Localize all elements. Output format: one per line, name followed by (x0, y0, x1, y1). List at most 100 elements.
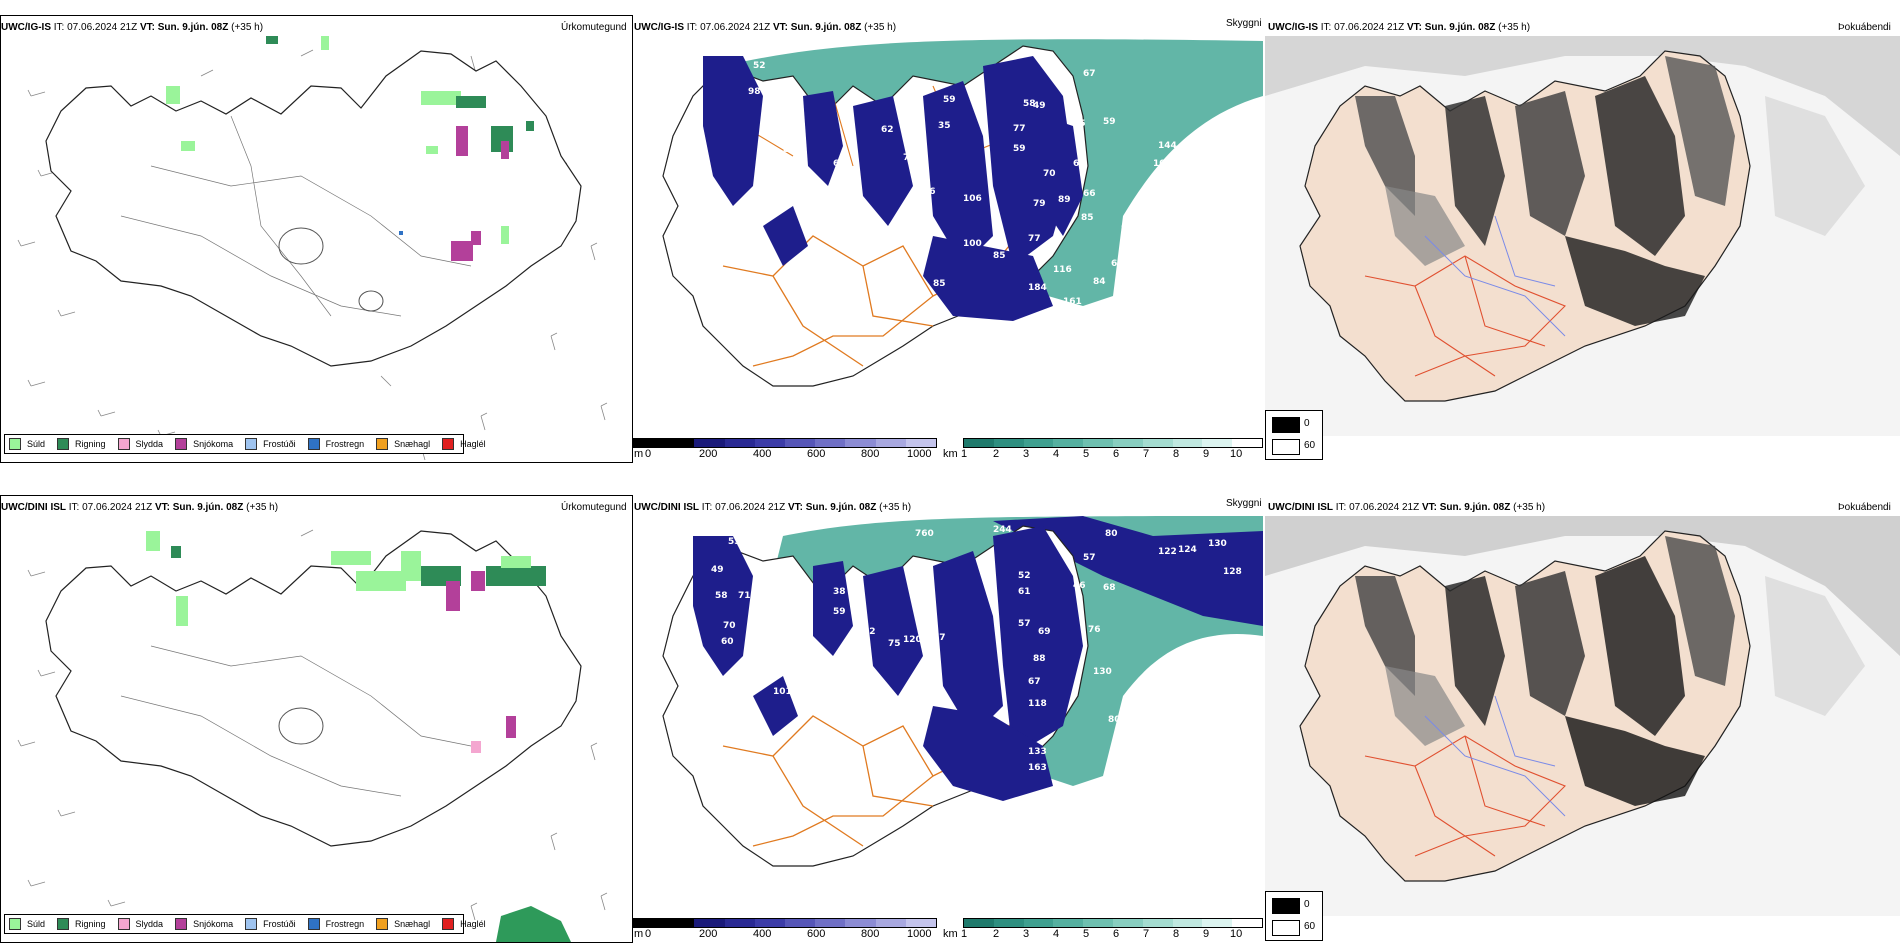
vis-value: 106 (963, 194, 982, 204)
valid-time-label: VT: (154, 502, 170, 513)
valid-time: Sun. 9.jún. 08Z (1424, 22, 1496, 33)
vis-value: 130 (1208, 539, 1227, 549)
vis-value: 118 (1028, 699, 1047, 709)
init-time: IT: 07.06.2024 21Z (1320, 22, 1405, 33)
vis-value: 84 (1093, 277, 1106, 287)
vis-value: 85 (1073, 119, 1086, 129)
vis-value: 124 (1178, 545, 1197, 555)
vis-value: 76 (1121, 225, 1134, 235)
vis-value: 80 (1105, 529, 1118, 539)
vis-value: 35 (938, 121, 951, 131)
run-info-header: UWC/IG-IS IT: 07.06.2024 21Z VT: Sun. 9.… (1, 22, 263, 33)
vis-value: 62 (863, 627, 876, 637)
visibility-map: 52 98 61 45 87 55 109 64 62 71 96 125 59… (662, 39, 1263, 387)
lead-time: (+35 h) (246, 502, 279, 513)
vis-value: 69 (1038, 627, 1051, 637)
legend-item-frostregn: Frostregn (307, 918, 364, 930)
visibility-map: 53 49 58 71 70 60 57 101 151 38 59 62 75… (662, 516, 1263, 867)
vis-value: 60 (721, 637, 734, 647)
ceiling-colorbar: m 0 200 400 600 800 1000 (633, 438, 943, 462)
panel-title: Skyggni (1226, 498, 1262, 509)
vis-value: 75 (888, 639, 901, 649)
vis-value: 133 (1028, 747, 1047, 757)
vis-value: 49 (1033, 101, 1046, 111)
vis-value: 55 (773, 175, 786, 185)
vis-value: 70 (723, 621, 736, 631)
legend-item-sudd: Súld (9, 918, 45, 930)
init-time: IT: 07.06.2024 21Z (68, 502, 153, 513)
vis-value: 101 (1153, 159, 1172, 169)
vis-value: 57 (733, 681, 746, 691)
visibility-colorbar: km 1 2 3 4 5 6 7 8 9 10 (943, 438, 1265, 462)
vis-value: 59 (1103, 117, 1116, 127)
legend-item-sudd: Súld (9, 438, 45, 450)
vis-value: 70 (1043, 169, 1056, 179)
valid-time-label: VT: (1406, 22, 1422, 33)
valid-time: Sun. 9.jún. 08Z (790, 22, 862, 33)
fog-map (1265, 36, 1900, 436)
model-name: UWC/DINI ISL (1268, 502, 1333, 513)
vis-value: 130 (1093, 667, 1112, 677)
precip-patches (146, 531, 546, 753)
vis-value: 96 (923, 187, 936, 197)
init-time: IT: 07.06.2024 21Z (1335, 502, 1420, 513)
model-name: UWC/DINI ISL (1, 502, 66, 513)
precip-map (0, 495, 633, 943)
vis-value: 57 (1018, 619, 1031, 629)
lead-time: (+35 h) (1498, 22, 1531, 33)
vis-value: 38 (833, 587, 846, 597)
init-time: IT: 07.06.2024 21Z (701, 502, 786, 513)
legend-item-frostudi: Frostúði (245, 438, 296, 450)
vis-value: 46 (1073, 581, 1086, 591)
vis-value: 109 (741, 197, 760, 207)
valid-time-label: VT: (787, 502, 803, 513)
legend-item-rigning: Rigning (57, 918, 106, 930)
model-name: UWC/IG-IS (634, 22, 684, 33)
visibility-colorbar: km 1 2 3 4 5 6 7 8 9 10 (943, 918, 1265, 942)
vis-value: 67 (1083, 69, 1096, 79)
vis-value: 120 (903, 635, 922, 645)
vis-value: 144 (1158, 141, 1177, 151)
vis-value: 85 (1081, 213, 1094, 223)
legend-item-snaehagl: Snæhagl (376, 438, 430, 450)
vis-value: 64 (833, 159, 846, 169)
vis-value: 55 (1151, 205, 1164, 215)
legend-item-frostregn: Frostregn (307, 438, 364, 450)
ceiling-colorbar: m 0 200 400 600 800 1000 (633, 918, 943, 942)
fog-patches (1355, 56, 1865, 326)
vis-value: 66 (1073, 159, 1086, 169)
fog-legend-1: 0 60 (1265, 891, 1323, 941)
vis-value: 62 (881, 125, 894, 135)
vis-value: 71 (738, 591, 751, 601)
valid-time: Sun. 9.jún. 08Z (1439, 502, 1511, 513)
vis-value: 102 (1151, 187, 1170, 197)
vis-value: 53 (728, 537, 741, 547)
valid-time-label: VT: (1421, 502, 1437, 513)
legend-item-snaehagl: Snæhagl (376, 918, 430, 930)
vis-value: 61 (773, 91, 786, 101)
vis-value: 57 (1083, 553, 1096, 563)
vis-value: 45 (793, 121, 806, 131)
run-info-header: UWC/IG-IS IT: 07.06.2024 21Z VT: Sun. 9.… (1268, 22, 1530, 33)
vis-value: 67 (1028, 677, 1041, 687)
vis-value: 58 (715, 591, 728, 601)
valid-time: Sun. 9.jún. 08Z (805, 502, 877, 513)
visibility-unit: km (943, 448, 958, 460)
vis-value: 85 (933, 279, 946, 289)
legend-item-snjokoma: Snjókoma (175, 918, 233, 930)
vis-value: 59 (833, 607, 846, 617)
vis-value: 85 (993, 251, 1006, 261)
vis-value: 76 (1088, 625, 1101, 635)
run-info-header: UWC/DINI ISL IT: 07.06.2024 21Z VT: Sun.… (1, 502, 278, 513)
legend-item-haglel: Haglél (442, 918, 486, 930)
panel-title: Þokuábendi (1838, 22, 1891, 33)
vis-value: 760 (915, 529, 934, 539)
lead-time: (+35 h) (879, 502, 912, 513)
vis-value: 71 (903, 153, 916, 163)
vis-value: 58 (1023, 99, 1036, 109)
legend-item-snjokoma: Snjókoma (175, 438, 233, 450)
legend-item-slydda: Slydda (117, 918, 163, 930)
vis-value: 79 (1033, 199, 1046, 209)
panel-title: Skyggni (1226, 18, 1262, 29)
vis-value: 163 (1028, 763, 1047, 773)
